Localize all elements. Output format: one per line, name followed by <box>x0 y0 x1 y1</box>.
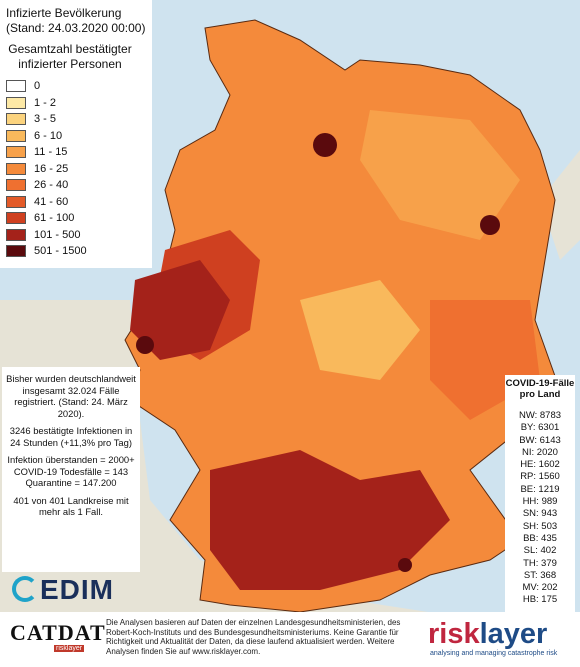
legend-item: 0 <box>6 78 152 95</box>
legend-swatch <box>6 212 26 225</box>
state-count: NI: 2020 <box>522 446 558 458</box>
state-count: BY: 6301 <box>520 422 560 434</box>
disclaimer-text: Die Analysen basieren auf Daten der einz… <box>106 618 401 656</box>
berlin <box>480 215 500 235</box>
legend-label: 11 - 15 <box>34 146 68 159</box>
hamburg <box>313 133 337 157</box>
legend-swatch <box>6 113 26 126</box>
states-list: NW: 8783 BY: 6301 BW: 6143 NI: 2020 HE: 1602… <box>505 410 575 607</box>
state-count: TH: 379 <box>523 557 557 569</box>
legend-item: 101 - 500 <box>6 227 152 244</box>
risklayer-logo: risklayer <box>428 618 547 651</box>
state-count: BE: 1219 <box>520 483 560 495</box>
catdat-logo: CATDAT <box>10 620 106 645</box>
state-count: BW: 6143 <box>519 434 561 446</box>
munich <box>398 558 412 572</box>
legend-label: 501 - 1500 <box>34 245 87 258</box>
info-districts: 401 von 401 Landkreise mit mehr als 1 Fa… <box>13 494 129 518</box>
legend-item: 3 - 5 <box>6 111 152 128</box>
cedim-logo: EDIM <box>12 574 114 606</box>
legend-item: 61 - 100 <box>6 210 152 227</box>
legend-label: 6 - 10 <box>34 129 63 142</box>
info-recovered: Infektion überstanden = 2000+ COVID-19 T… <box>7 454 135 488</box>
region-center <box>300 280 420 380</box>
legend-swatch <box>6 228 26 241</box>
legend-label: 101 - 500 <box>34 228 81 241</box>
legend-label: 0 <box>34 80 41 93</box>
legend-item: 16 - 25 <box>6 161 152 178</box>
legend-swatch <box>6 129 26 142</box>
legend-item: 6 - 10 <box>6 128 152 145</box>
states-panel: COVID-19-Fälle pro Land NW: 8783 BY: 6301… <box>505 375 575 613</box>
risklayer-tagline: analysing and managing catastrophe risk <box>430 650 558 657</box>
heinsberg <box>136 336 154 354</box>
legend-list: 0 1 - 2 3 - 5 6 - 10 11 - 15 16 - 25 26 - 40 41… <box>6 78 152 260</box>
region-north-east <box>360 110 520 240</box>
info-panel: Bisher wurden deutschlandweit insgesamt … <box>2 367 140 572</box>
state-count: RP: 1560 <box>520 471 560 483</box>
state-count: SN: 943 <box>522 508 558 520</box>
risklayer-logo-a: risk <box>428 618 480 650</box>
legend-label: 41 - 60 <box>34 195 69 208</box>
footer-panel <box>0 612 580 667</box>
legend-subtitle-1: Gesamtzahl bestätigter <box>8 42 132 56</box>
legend-item: 11 - 15 <box>6 144 152 161</box>
legend-stand: (Stand: 24.03.2020 00:00) <box>6 21 146 35</box>
state-count: SH: 503 <box>522 520 558 532</box>
legend-label: 26 - 40 <box>34 179 69 192</box>
legend-label: 3 - 5 <box>34 113 57 126</box>
legend-label: 61 - 100 <box>34 212 75 225</box>
state-count: ST: 368 <box>523 569 557 581</box>
legend-swatch <box>6 195 26 208</box>
legend-item: 41 - 60 <box>6 194 152 211</box>
region-ruhr <box>130 260 230 360</box>
state-count: NW: 8783 <box>518 410 562 421</box>
state-count: HB: 175 <box>522 594 558 606</box>
legend-item: 501 - 1500 <box>6 243 152 260</box>
states-title: COVID-19-Fälle pro Land <box>505 378 575 400</box>
legend-item: 1 - 2 <box>6 95 152 112</box>
catdat-sub: risklayer <box>54 645 85 652</box>
region-south <box>210 450 450 590</box>
legend-swatch <box>6 96 26 109</box>
info-total: Bisher wurden deutschlandweit insgesamt … <box>6 373 136 419</box>
cedim-text: EDIM <box>40 574 114 605</box>
legend-panel: Infizierte Bevölkerung (Stand: 24.03.202… <box>0 0 152 268</box>
neighbor-land <box>0 150 580 667</box>
legend-swatch <box>6 80 26 93</box>
legend-label: 16 - 25 <box>34 162 69 175</box>
risklayer-logo-b: layer <box>479 618 548 650</box>
legend-swatch <box>6 162 26 175</box>
legend-swatch <box>6 245 26 258</box>
legend-swatch <box>6 146 26 159</box>
state-count: HH: 989 <box>522 496 558 508</box>
legend-subtitle-2: infizierter Personen <box>18 57 122 71</box>
state-count: MV: 202 <box>522 582 558 594</box>
state-count: BB: 435 <box>523 532 557 544</box>
legend-item: 26 - 40 <box>6 177 152 194</box>
cedim-ring-icon <box>12 576 38 602</box>
legend-label: 1 - 2 <box>34 96 57 109</box>
info-daily: 3246 bestätigte Infektionen in 24 Stunde… <box>9 425 133 448</box>
legend-title: Infizierte Bevölkerung <box>6 6 122 20</box>
state-count: SL: 402 <box>523 545 557 557</box>
state-count: HE: 1602 <box>520 459 560 471</box>
legend-swatch <box>6 179 26 192</box>
